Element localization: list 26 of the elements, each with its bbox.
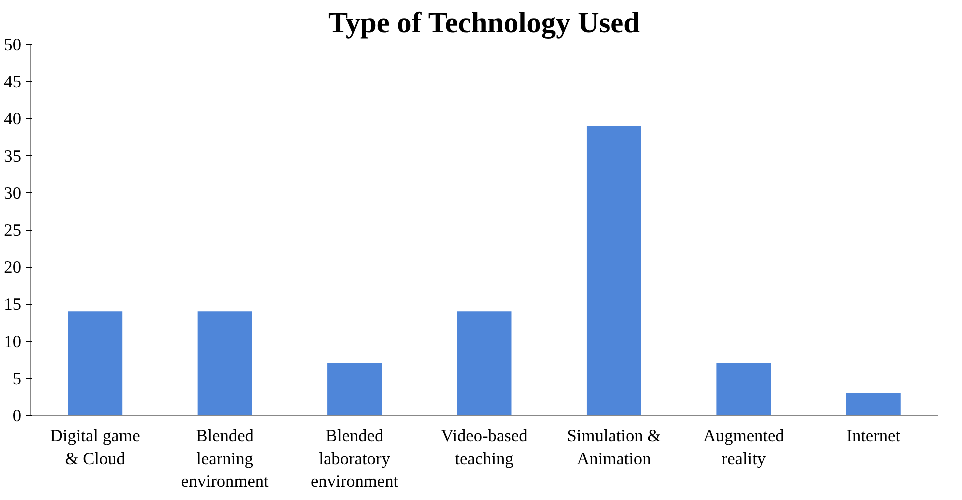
x-tick-label: Video-based teaching (441, 426, 528, 468)
bar (198, 312, 252, 416)
x-tick-label: Digital game & Cloud (50, 426, 141, 468)
y-tick-label: 0 (12, 406, 22, 426)
x-tick-label: Blended laboratory environment (310, 426, 399, 492)
y-tick-label: 40 (4, 110, 22, 129)
chart-title: Type of Technology Used (328, 8, 640, 40)
bar (716, 364, 772, 416)
bar (328, 364, 382, 416)
y-tick-label: 25 (4, 221, 22, 240)
x-tick-label: Simulation & Animation (567, 426, 662, 468)
y-tick-label: 15 (4, 295, 22, 314)
y-tick-label: 5 (12, 369, 22, 388)
y-tick-label: 50 (4, 36, 22, 54)
x-tick-label: Internet (846, 426, 901, 446)
y-tick-label: 45 (4, 72, 22, 92)
x-tick-label: Blended learning environment (181, 426, 270, 492)
bar (68, 312, 123, 416)
bar (846, 393, 901, 416)
y-tick-label: 30 (4, 184, 22, 203)
bar (586, 126, 642, 416)
bar (457, 312, 512, 416)
y-tick-label: 10 (4, 332, 22, 352)
x-tick-label: Augmented reality (704, 426, 785, 468)
y-tick-label: 35 (4, 146, 22, 166)
y-tick-label: 20 (4, 258, 22, 278)
